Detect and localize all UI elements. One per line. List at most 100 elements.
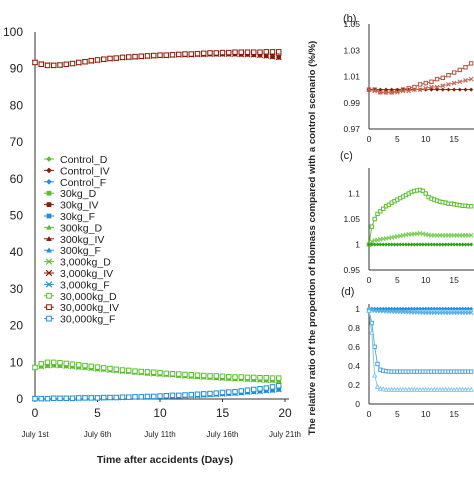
data-point: [463, 242, 468, 247]
data-point: [469, 306, 474, 311]
data-point: [375, 242, 380, 247]
legend-marker: [46, 292, 52, 299]
data-point: [226, 49, 232, 56]
data-point: [44, 395, 51, 402]
panel-label: (c): [340, 150, 353, 162]
data-point: [144, 53, 151, 59]
data-point: [432, 242, 437, 247]
data-point: [415, 242, 420, 247]
data-point: [468, 232, 474, 238]
data-point: [369, 239, 375, 244]
data-point: [101, 56, 107, 62]
data-point: [182, 51, 188, 57]
data-point: [119, 367, 126, 373]
data-point: [107, 365, 113, 372]
data-point: [423, 242, 428, 247]
series: [32, 362, 282, 384]
data-point: [440, 87, 445, 92]
y-tick-label: 80: [10, 98, 24, 112]
data-point: [232, 374, 238, 380]
data-point: [76, 362, 82, 368]
data-point: [446, 81, 451, 87]
data-point: [463, 65, 468, 70]
data-point: [406, 88, 412, 94]
data-point: [437, 306, 442, 311]
data-point: [51, 359, 57, 366]
x-tick-label: 10: [421, 134, 431, 144]
data-point: [63, 61, 69, 68]
data-point: [409, 242, 414, 247]
x-tick-label: 20: [278, 406, 292, 420]
data-point: [426, 242, 431, 247]
data-point: [446, 306, 451, 311]
data-point: [126, 394, 132, 400]
data-point: [257, 49, 263, 55]
data-point: [403, 242, 408, 247]
data-point: [269, 384, 276, 390]
y-tick-label: 1.03: [343, 45, 360, 55]
data-point: [429, 306, 434, 311]
data-point: [418, 242, 423, 247]
data-point: [251, 374, 257, 381]
data-point: [163, 52, 169, 58]
series: [32, 359, 282, 381]
data-point: [440, 242, 445, 247]
data-point: [119, 394, 126, 400]
legend-marker: [46, 224, 52, 230]
x-tick-label: 15: [449, 409, 459, 419]
data-point: [169, 392, 176, 399]
x-tick-label: 5: [395, 275, 400, 285]
data-point: [144, 369, 151, 375]
y-tick-label: 1.1: [348, 189, 360, 199]
data-point: [440, 306, 445, 311]
series: [366, 76, 474, 95]
data-point: [38, 61, 44, 68]
data-point: [372, 88, 378, 94]
data-point: [257, 386, 263, 392]
data-point: [138, 368, 144, 375]
data-point: [432, 306, 437, 311]
data-point: [276, 375, 282, 381]
data-point: [468, 310, 474, 315]
date-tick-label: July 6th: [84, 430, 112, 439]
data-point: [420, 242, 425, 247]
data-point: [466, 306, 471, 311]
data-point: [244, 387, 251, 393]
data-point: [226, 373, 232, 380]
legend-marker: [46, 179, 52, 185]
x-tick-label: 0: [367, 134, 372, 144]
date-tick-label: July 21th: [269, 430, 301, 439]
series: [366, 307, 474, 315]
panel-d: 00.20.40.60.810 5 10 15(d): [341, 286, 474, 419]
data-point: [201, 50, 207, 56]
data-point: [57, 395, 63, 401]
data-point: [151, 393, 157, 400]
data-point: [157, 52, 163, 58]
y-tick-label: 20: [10, 319, 24, 333]
data-point: [219, 373, 226, 379]
data-point: [443, 306, 448, 311]
data-point: [423, 80, 428, 86]
data-point: [435, 306, 440, 311]
data-point: [440, 83, 446, 89]
y-tick-label: 70: [10, 135, 24, 149]
x-tick-label: 10: [421, 409, 431, 419]
data-point: [88, 363, 94, 370]
data-point: [371, 372, 378, 378]
data-point: [468, 369, 474, 374]
data-point: [176, 51, 182, 58]
data-point: [107, 394, 113, 401]
data-point: [460, 306, 465, 311]
data-point: [188, 391, 194, 398]
legend-label: 300kg_D: [60, 222, 102, 234]
legend-marker: [46, 247, 52, 253]
data-point: [213, 50, 219, 56]
data-point: [377, 89, 383, 95]
data-point: [378, 242, 383, 247]
data-point: [269, 53, 276, 60]
data-point: [188, 51, 194, 57]
data-point: [232, 49, 238, 55]
y-tick-label: 1: [355, 304, 360, 314]
data-point: [400, 88, 406, 94]
legend-label: 30kg_F: [60, 211, 95, 223]
